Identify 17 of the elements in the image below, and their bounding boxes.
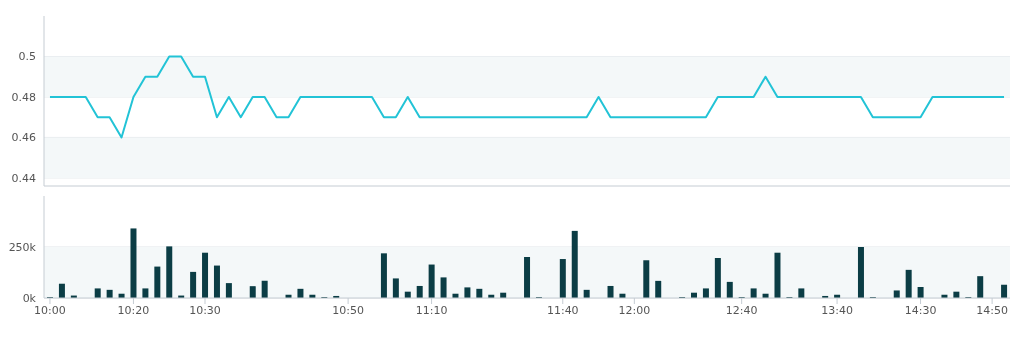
- x-tick-label: 14:30: [904, 303, 937, 317]
- y-tick-label: 0k: [22, 291, 37, 305]
- y-tick-label: 0.46: [11, 131, 36, 145]
- y-tick-label: 0.44: [11, 171, 36, 185]
- y-tick-label: 0.5: [18, 50, 36, 64]
- x-tick-label: 12:40: [725, 303, 758, 317]
- x-tick-label: 11:10: [415, 303, 448, 317]
- y-tick-label: 250k: [8, 240, 37, 254]
- x-tick-label: 14:50: [976, 303, 1008, 317]
- x-tick-label: 10:30: [189, 303, 221, 317]
- x-tick-label: 10:00: [34, 303, 66, 317]
- x-tick-label: 12:00: [618, 303, 651, 317]
- x-tick-label: 10:20: [117, 303, 150, 317]
- x-tick-label: 10:50: [332, 303, 364, 317]
- x-tick-label: 13:40: [821, 303, 853, 317]
- x-tick-label: 11:40: [546, 303, 579, 317]
- y-tick-label: 0.48: [11, 90, 36, 104]
